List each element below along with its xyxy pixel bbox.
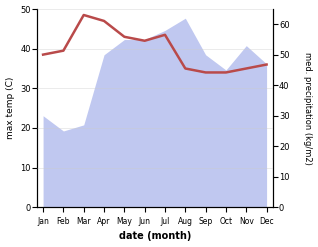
Y-axis label: med. precipitation (kg/m2): med. precipitation (kg/m2) xyxy=(303,52,313,165)
Y-axis label: max temp (C): max temp (C) xyxy=(5,77,15,139)
X-axis label: date (month): date (month) xyxy=(119,231,191,242)
